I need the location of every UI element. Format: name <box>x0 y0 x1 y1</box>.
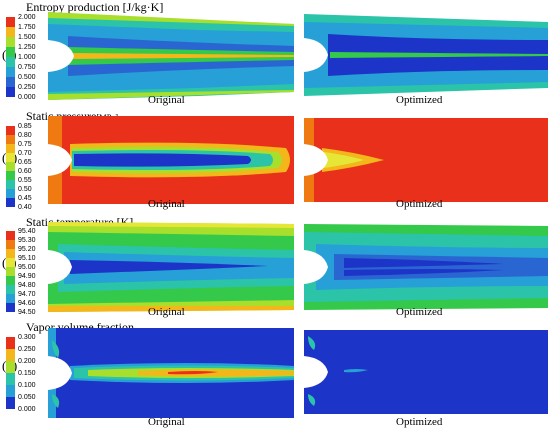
panel-a-optimized-field <box>304 14 548 96</box>
panel-d-original-field <box>48 328 294 418</box>
panel-c-original-field <box>48 222 294 312</box>
panel-a-caption-optimized: Optimized <box>396 94 442 106</box>
panel-b-optimized-field <box>304 118 548 202</box>
panel-b-caption-optimized: Optimized <box>396 198 442 210</box>
panel-c-optimized-field <box>304 224 548 310</box>
panel-d-caption-original: Original <box>148 416 185 428</box>
panel-b-original-field <box>48 116 294 204</box>
panel-d-optimized-field <box>304 330 548 414</box>
panel-b-caption-original: Original <box>148 198 185 210</box>
panel-d-caption-optimized: Optimized <box>396 416 442 428</box>
panel-c-caption-optimized: Optimized <box>396 306 442 318</box>
panel-c-caption-original: Original <box>148 306 185 318</box>
panel-a-original-field <box>48 12 294 100</box>
panel-a-caption-original: Original <box>148 94 185 106</box>
